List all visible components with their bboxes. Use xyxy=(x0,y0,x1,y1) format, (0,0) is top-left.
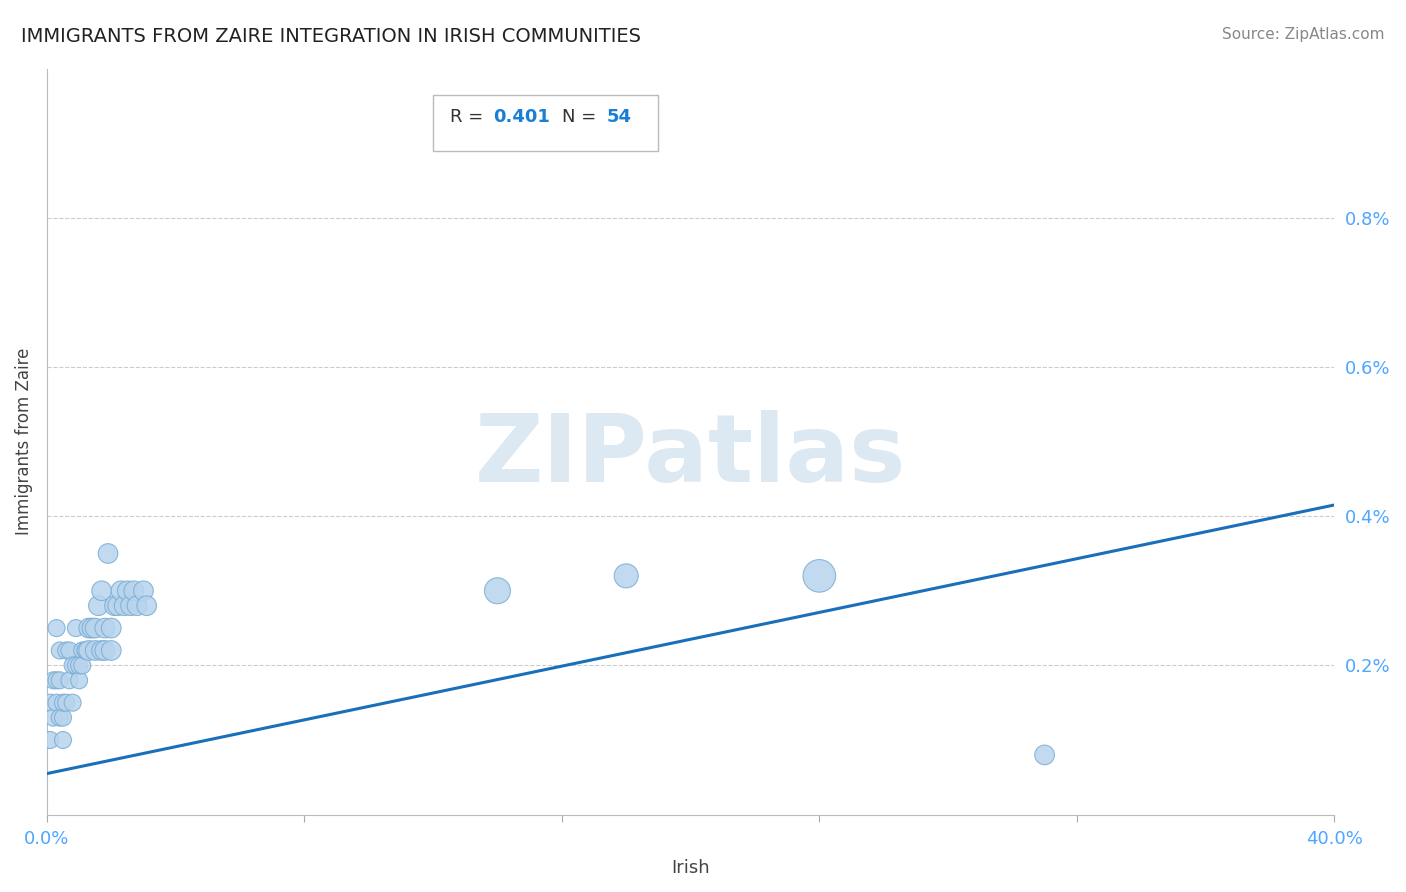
Point xyxy=(94,621,117,635)
Point xyxy=(75,643,97,657)
Point xyxy=(87,599,110,613)
Point xyxy=(72,658,94,673)
Point xyxy=(486,583,509,598)
Text: 54: 54 xyxy=(607,108,631,126)
Point xyxy=(39,733,62,747)
Point xyxy=(100,621,122,635)
Point xyxy=(97,546,120,560)
Point xyxy=(45,696,67,710)
Point xyxy=(90,583,112,598)
FancyBboxPatch shape xyxy=(433,95,658,151)
Point xyxy=(58,673,80,688)
Point xyxy=(103,599,125,613)
Point xyxy=(49,711,72,725)
Point xyxy=(49,643,72,657)
Point xyxy=(1033,747,1056,762)
Point xyxy=(67,658,90,673)
Y-axis label: Immigrants from Zaire: Immigrants from Zaire xyxy=(15,348,32,535)
Point xyxy=(107,599,129,613)
Point xyxy=(52,733,75,747)
Point xyxy=(84,643,107,657)
Text: Source: ZipAtlas.com: Source: ZipAtlas.com xyxy=(1222,27,1385,42)
Text: 0.401: 0.401 xyxy=(494,108,551,126)
Text: IMMIGRANTS FROM ZAIRE INTEGRATION IN IRISH COMMUNITIES: IMMIGRANTS FROM ZAIRE INTEGRATION IN IRI… xyxy=(21,27,641,45)
Point xyxy=(117,583,139,598)
X-axis label: Irish: Irish xyxy=(671,859,710,877)
Point xyxy=(84,621,107,635)
Text: R =: R = xyxy=(450,108,489,126)
Point xyxy=(45,621,67,635)
Point xyxy=(135,599,157,613)
Point xyxy=(62,658,84,673)
Point xyxy=(45,673,67,688)
Point xyxy=(614,569,637,583)
Point xyxy=(132,583,155,598)
Point xyxy=(42,711,65,725)
Point xyxy=(58,643,80,657)
Point xyxy=(72,643,94,657)
Point xyxy=(49,673,72,688)
Point xyxy=(77,643,100,657)
Point xyxy=(42,673,65,688)
Point xyxy=(55,643,77,657)
Text: N =: N = xyxy=(562,108,602,126)
Point xyxy=(112,599,135,613)
Point xyxy=(75,643,97,657)
Point xyxy=(52,696,75,710)
Point xyxy=(122,583,145,598)
Point xyxy=(65,658,87,673)
Point xyxy=(62,696,84,710)
Point xyxy=(55,696,77,710)
Point xyxy=(65,621,87,635)
Point xyxy=(125,599,148,613)
Point xyxy=(39,696,62,710)
Point xyxy=(90,643,112,657)
Point xyxy=(94,643,117,657)
Point xyxy=(120,599,142,613)
Point xyxy=(80,621,103,635)
Point xyxy=(110,583,132,598)
Point xyxy=(808,569,831,583)
Point xyxy=(52,711,75,725)
Point xyxy=(77,621,100,635)
Text: ZIPatlas: ZIPatlas xyxy=(475,410,907,502)
Point xyxy=(100,643,122,657)
Point xyxy=(67,673,90,688)
